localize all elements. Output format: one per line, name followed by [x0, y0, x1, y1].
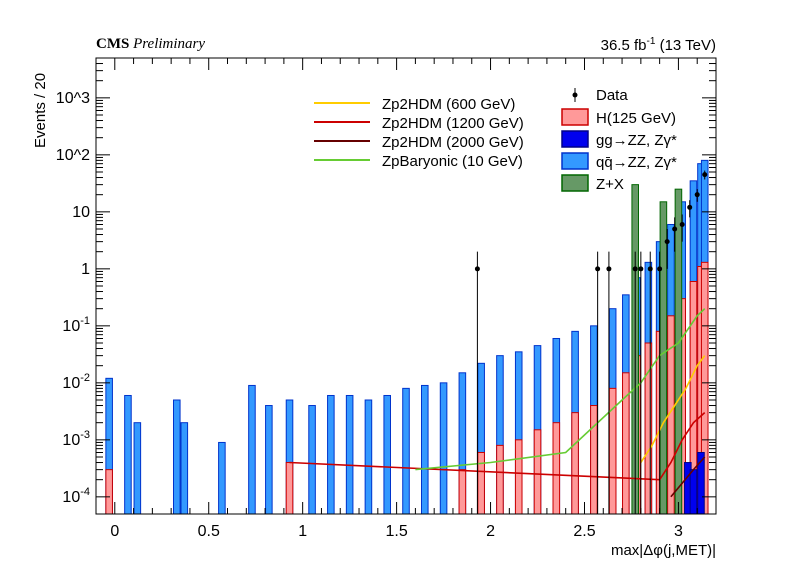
histogram-bar	[590, 405, 598, 515]
data-point	[632, 266, 638, 272]
histogram-bar	[105, 469, 113, 515]
data-points	[474, 170, 708, 514]
histogram-bar	[533, 429, 542, 515]
histogram-bar	[674, 188, 683, 515]
x-tick-label: 1.5	[385, 523, 407, 540]
x-tick-label: 0	[110, 523, 119, 540]
y-tick-label: 10-4	[62, 486, 90, 506]
legend-fill-swatch	[561, 108, 589, 126]
x-tick-label: 3	[674, 523, 683, 540]
histogram-bar	[218, 441, 226, 515]
y-tick-label: 10-2	[62, 372, 90, 392]
legend: Zp2HDM (600 GeV) Zp2HDM (1200 GeV) Zp2HDM …	[314, 87, 677, 193]
data-point	[638, 266, 644, 272]
histogram-bar	[552, 422, 561, 515]
data-point	[687, 204, 693, 210]
x-tick-label: 2	[486, 523, 495, 540]
y-tick-label: 10-3	[62, 429, 90, 449]
legend-entry-label: qq̄→ZZ, Zγ*	[596, 154, 677, 171]
data-point	[647, 266, 653, 272]
x-tick-label: 0.5	[198, 523, 220, 540]
histogram-bar	[439, 382, 448, 515]
histogram-bar	[659, 201, 668, 515]
data-point	[657, 266, 663, 272]
signal-curve	[640, 355, 706, 463]
histogram-bar	[327, 394, 335, 515]
histogram-bar	[689, 469, 698, 515]
data-point	[702, 172, 708, 178]
legend-entry-label: Zp2HDM (2000 GeV)	[382, 134, 524, 151]
histogram-bar	[180, 422, 189, 515]
legend-entry-label: ZpBaryonic (10 GeV)	[382, 153, 523, 170]
legend-fill-swatch	[561, 130, 589, 148]
experiment-label: CMS Preliminary	[96, 36, 206, 52]
legend-entry-label: H(125 GeV)	[596, 110, 676, 127]
histogram-bar	[133, 422, 142, 515]
data-point	[664, 239, 670, 245]
y-tick-label: 10^2	[56, 147, 90, 164]
x-tick-label: 2.5	[573, 523, 595, 540]
histogram-bar	[458, 469, 467, 515]
histogram-bar	[421, 384, 429, 515]
data-point	[694, 192, 700, 198]
legend-data-marker	[572, 92, 578, 98]
histogram-bar	[571, 412, 579, 515]
y-tick-label: 10^3	[56, 90, 90, 107]
legend-fill-swatch	[561, 152, 589, 170]
axes: 0 0.5 1 1.5 2 2.5 3 10-4 10-3 10-2 10-1 1 10 10^2 10^3	[56, 57, 717, 540]
legend-entry-label: Zp2HDM (1200 GeV)	[382, 115, 524, 132]
y-axis-label: Events / 20	[32, 72, 49, 148]
y-tick-label: 10-1	[62, 315, 90, 335]
data-point	[672, 226, 678, 232]
histogram-bar	[124, 394, 132, 515]
histogram-bar	[173, 399, 181, 515]
legend-entry-label: Zp2HDM (600 GeV)	[382, 96, 515, 113]
data-point	[606, 266, 612, 272]
histogram-bar	[514, 439, 523, 515]
legend-fill-swatch	[561, 174, 589, 192]
legend-entry-label: gg→ZZ, Zγ*	[596, 132, 677, 149]
luminosity-label: 36.5 fb-1 (13 TeV)	[600, 36, 716, 54]
data-point	[679, 221, 685, 227]
data-point	[595, 266, 601, 272]
histogram-bar	[364, 399, 373, 515]
y-tick-label: 1	[81, 261, 90, 278]
histogram-bar	[248, 384, 256, 515]
background-histograms	[105, 159, 709, 515]
legend-entry-label: Data	[596, 87, 628, 104]
histogram-bar	[308, 405, 316, 515]
legend-entry-label: Z+X	[596, 176, 624, 193]
histogram-bar	[402, 387, 410, 515]
histogram-bar	[345, 394, 354, 515]
data-point	[474, 266, 480, 272]
x-tick-label: 1	[298, 523, 307, 540]
x-axis-label: max|Δφ(j,MET)|	[610, 542, 716, 559]
histogram-bar	[496, 444, 504, 515]
histogram-bar	[285, 462, 294, 515]
histogram-bar	[477, 451, 485, 515]
y-tick-label: 10	[72, 204, 90, 221]
signal-curve	[670, 456, 706, 498]
histogram-bar	[265, 405, 273, 515]
histogram-bar	[383, 394, 392, 515]
